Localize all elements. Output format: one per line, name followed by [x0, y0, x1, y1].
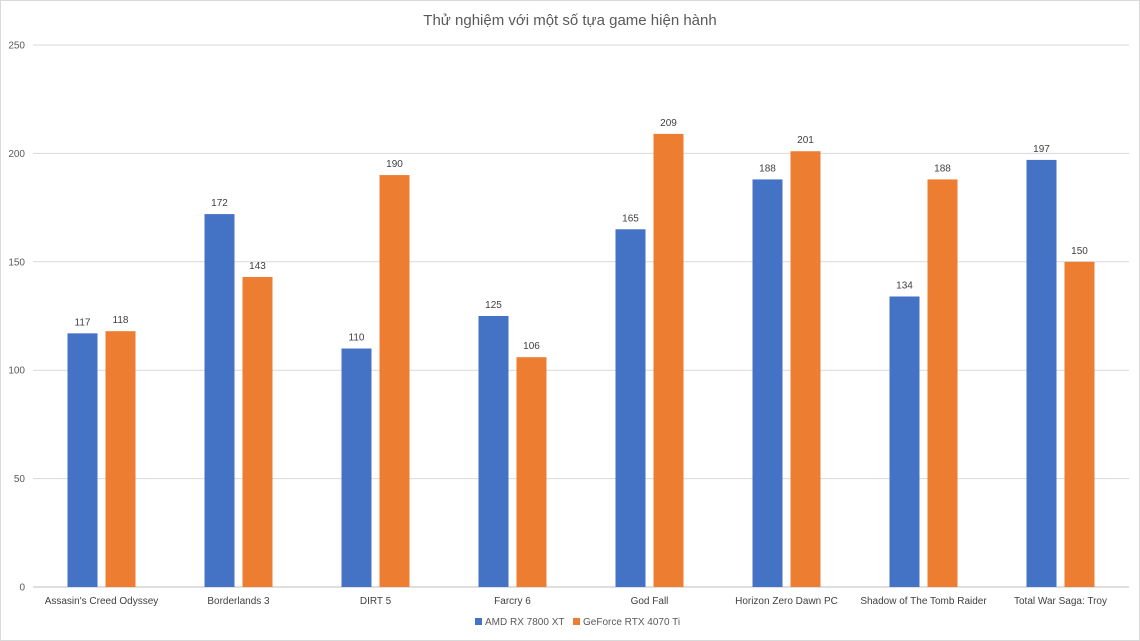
bar: [653, 133, 684, 587]
y-tick-label: 50: [14, 474, 26, 485]
bar: [889, 296, 920, 587]
data-label: 188: [759, 163, 776, 174]
y-tick-label: 200: [8, 149, 25, 160]
y-tick-label: 250: [8, 41, 25, 52]
x-category-label: Borderlands 3: [207, 596, 270, 607]
bar: [379, 175, 410, 587]
x-category-label: Total War Saga: Troy: [1014, 596, 1107, 607]
data-label: 197: [1033, 144, 1050, 155]
chart-title: Thử nghiệm với một số tựa game hiện hành: [423, 12, 716, 29]
x-axis-category-labels: Assasin's Creed Odyssey Borderlands 3 DIRT…: [45, 596, 1107, 607]
bar: [516, 357, 547, 587]
data-label: 190: [386, 159, 403, 170]
bar: [752, 179, 783, 587]
bar: [615, 229, 646, 587]
legend-label: AMD RX 7800 XT: [485, 617, 564, 628]
x-category-label: Shadow of The Tomb Raider: [860, 596, 987, 607]
bar: [105, 331, 136, 587]
legend-swatch: [573, 618, 580, 625]
legend-swatch: [475, 618, 482, 625]
data-label: 172: [211, 198, 228, 209]
legend-label: GeForce RTX 4070 Ti: [583, 617, 680, 628]
y-axis-tick-labels: 0 50 100 150 200 250: [8, 41, 25, 594]
data-label: 118: [113, 315, 129, 326]
bar: [242, 276, 273, 587]
data-label: 106: [523, 341, 540, 352]
x-category-label: Farcry 6: [494, 596, 531, 607]
x-category-label: God Fall: [631, 596, 669, 607]
y-tick-label: 150: [8, 257, 25, 268]
x-category-label: DIRT 5: [360, 596, 392, 607]
data-label: 125: [485, 300, 502, 311]
data-label: 165: [622, 213, 639, 224]
bar: [1064, 261, 1095, 587]
bar: [67, 333, 98, 587]
legend: AMD RX 7800 XT GeForce RTX 4070 Ti: [475, 617, 680, 628]
bar: [790, 151, 821, 587]
x-category-label: Assasin's Creed Odyssey: [45, 596, 159, 607]
data-label: 110: [349, 333, 365, 344]
data-label: 143: [249, 261, 266, 272]
y-tick-label: 0: [19, 583, 25, 594]
x-category-label: Horizon Zero Dawn PC: [735, 596, 838, 607]
bar: [341, 348, 372, 587]
data-label: 134: [896, 280, 913, 291]
gridlines: [33, 44, 1129, 588]
bar: [478, 316, 509, 587]
bar: [204, 214, 235, 587]
data-labels: 117 118 172 143 110 190 125 106 165 209 188 201 134 1…: [75, 118, 1089, 352]
y-tick-label: 100: [8, 366, 25, 377]
data-label: 150: [1071, 246, 1088, 257]
data-label: 209: [660, 118, 677, 129]
bar: [1026, 159, 1057, 588]
bar: [927, 179, 958, 587]
data-label: 188: [934, 163, 951, 174]
data-label: 117: [75, 317, 91, 328]
bars: [67, 133, 1095, 588]
data-label: 201: [797, 135, 814, 146]
